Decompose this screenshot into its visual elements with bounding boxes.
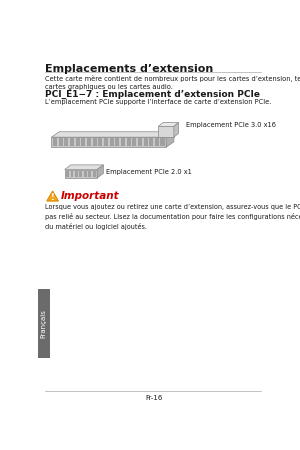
Polygon shape <box>93 138 97 146</box>
Polygon shape <box>64 165 104 170</box>
Polygon shape <box>59 138 63 146</box>
Polygon shape <box>174 122 178 137</box>
Text: Emplacement PCIe 3.0 x16: Emplacement PCIe 3.0 x16 <box>186 122 276 128</box>
Polygon shape <box>160 138 165 146</box>
Text: Emplacement PCIe 2.0 x1: Emplacement PCIe 2.0 x1 <box>106 169 191 175</box>
Polygon shape <box>143 138 148 146</box>
Text: L’emplacement PCIe supporte l’interface de carte d’extension PCIe.: L’emplacement PCIe supporte l’interface … <box>45 99 272 105</box>
Polygon shape <box>66 171 69 177</box>
Polygon shape <box>132 138 136 146</box>
Text: !: ! <box>51 193 54 202</box>
Polygon shape <box>52 132 174 137</box>
Polygon shape <box>75 171 78 177</box>
Polygon shape <box>47 191 58 201</box>
Text: Cette carte mère contient de nombreux ports pour les cartes d’extension, tels qu: Cette carte mère contient de nombreux po… <box>45 75 300 90</box>
Polygon shape <box>81 138 86 146</box>
Polygon shape <box>149 138 153 146</box>
Polygon shape <box>64 138 68 146</box>
Polygon shape <box>70 138 74 146</box>
Text: PCI_E1−7 : Emplacement d’extension PCIe: PCI_E1−7 : Emplacement d’extension PCIe <box>45 90 260 99</box>
Polygon shape <box>70 171 74 177</box>
Polygon shape <box>52 137 166 147</box>
Polygon shape <box>76 138 80 146</box>
Polygon shape <box>97 165 103 178</box>
Text: Fr-16: Fr-16 <box>145 395 162 401</box>
Bar <box>38 289 50 358</box>
Polygon shape <box>110 138 114 146</box>
Polygon shape <box>53 138 57 146</box>
Polygon shape <box>80 171 82 177</box>
Text: Français: Français <box>41 309 47 338</box>
Polygon shape <box>166 132 174 147</box>
Polygon shape <box>158 126 174 137</box>
Polygon shape <box>88 171 91 177</box>
Polygon shape <box>98 138 102 146</box>
Polygon shape <box>121 138 125 146</box>
Polygon shape <box>84 171 87 177</box>
Polygon shape <box>158 122 178 126</box>
Polygon shape <box>87 138 91 146</box>
Text: Lorsque vous ajoutez ou retirez une carte d’extension, assurez-vous que le PC n’: Lorsque vous ajoutez ou retirez une cart… <box>45 204 300 230</box>
Polygon shape <box>104 138 108 146</box>
Text: Emplacements d’extension: Emplacements d’extension <box>45 64 214 74</box>
Polygon shape <box>138 138 142 146</box>
Polygon shape <box>115 138 119 146</box>
Polygon shape <box>64 170 97 178</box>
Polygon shape <box>155 138 159 146</box>
Polygon shape <box>93 171 96 177</box>
Text: Important: Important <box>61 191 119 201</box>
Polygon shape <box>127 138 131 146</box>
